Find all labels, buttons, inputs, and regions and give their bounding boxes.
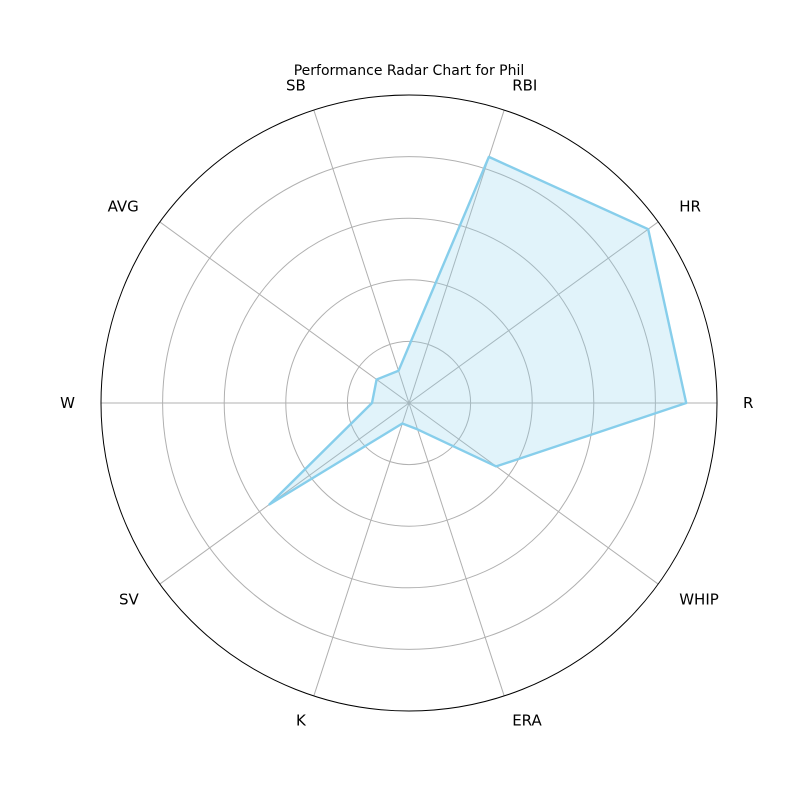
axis-label-avg: AVG — [108, 198, 139, 216]
axis-label-w: W — [60, 394, 75, 412]
chart-title: Performance Radar Chart for Phil — [294, 63, 525, 79]
series-area-1 — [268, 155, 688, 506]
axis-label-rbi: RBI — [512, 76, 537, 94]
axis-label-sb: SB — [286, 76, 306, 94]
outer-ring — [100, 94, 718, 712]
spoke-era — [408, 402, 505, 697]
data-layer — [268, 155, 688, 506]
spoke-k — [313, 402, 410, 697]
axis-label-sv: SV — [119, 590, 140, 608]
axis-label-k: K — [296, 712, 307, 730]
spoke-hr — [408, 221, 659, 404]
axis-label-r: R — [743, 394, 753, 412]
spoke-avg — [159, 221, 410, 404]
spoke-whip — [408, 402, 659, 585]
label-layer: R HR RBI SB AVG W SV K ERA WHIP — [60, 76, 753, 729]
axis-label-era: ERA — [512, 712, 542, 730]
axis-label-hr: HR — [679, 198, 701, 216]
axis-label-whip: WHIP — [679, 590, 719, 608]
spoke-sb — [313, 109, 410, 404]
grid-layer — [100, 94, 718, 712]
spoke-sv — [159, 402, 410, 585]
